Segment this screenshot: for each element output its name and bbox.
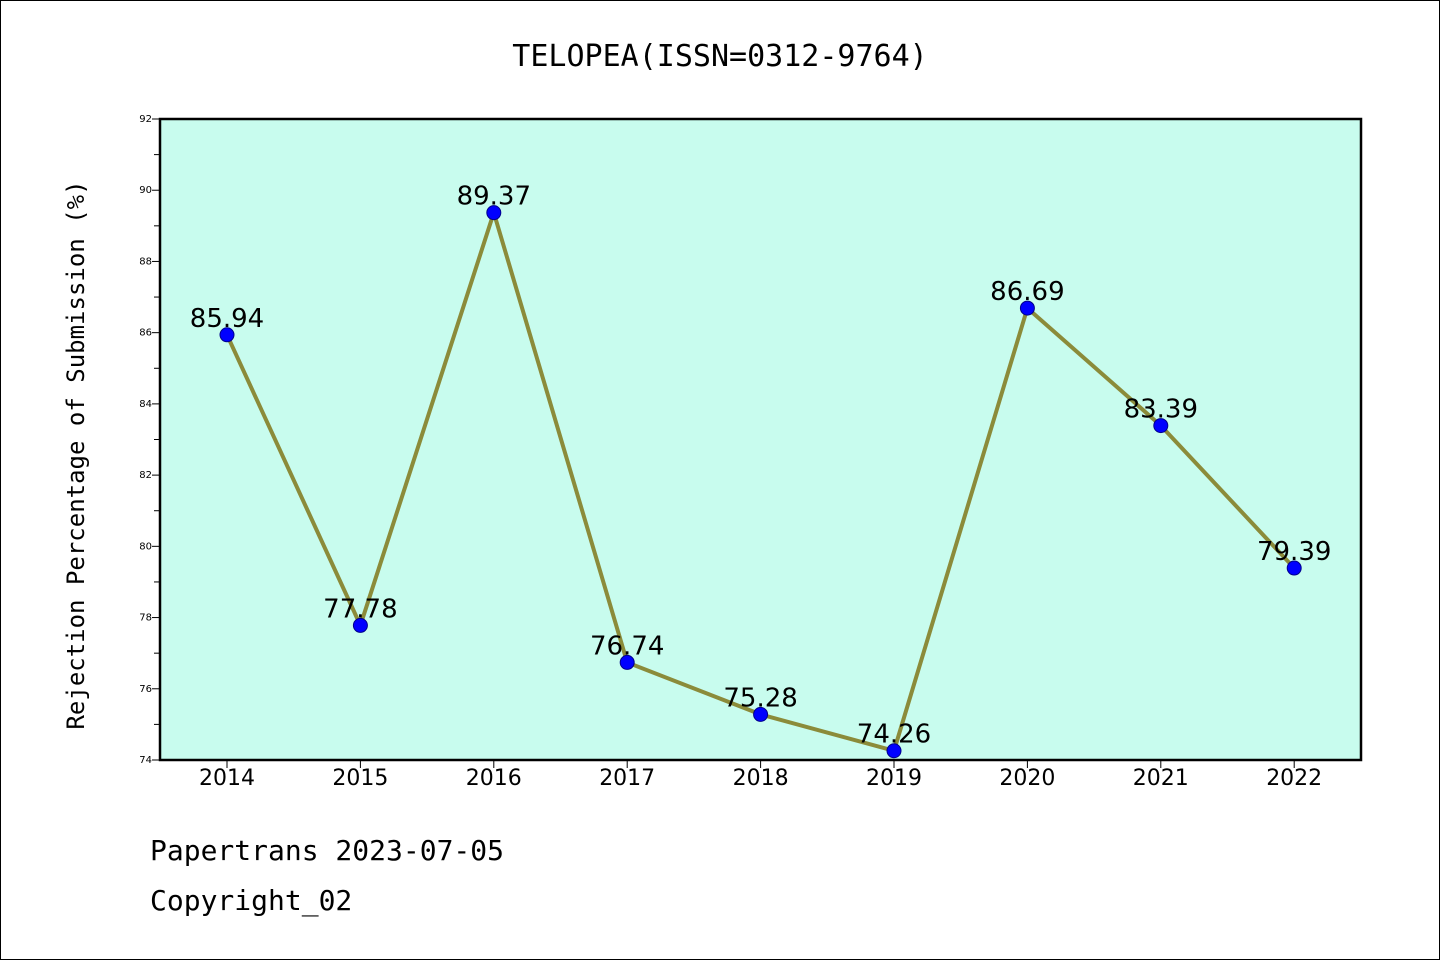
data-label: 83.39 — [1124, 395, 1198, 425]
x-tick-label: 2016 — [466, 766, 522, 791]
x-tick-label: 2020 — [999, 766, 1055, 791]
data-labels: 85.94 77.78 89.37 76.74 75.28 74.26 86.69 83.39… — [190, 182, 1332, 750]
x-tick-label: 2014 — [199, 766, 255, 791]
y-tick-label: 90 — [139, 185, 152, 196]
data-label: 85.94 — [190, 304, 264, 334]
data-point-marker — [1286, 560, 1302, 576]
x-tick-label: 2022 — [1266, 766, 1322, 791]
data-point-marker — [1019, 300, 1035, 316]
data-label: 74.26 — [857, 720, 931, 750]
data-label: 89.37 — [457, 182, 531, 212]
y-tick-label: 84 — [139, 399, 152, 410]
data-point-marker — [352, 617, 368, 633]
y-tick-label: 82 — [139, 470, 152, 481]
y-tick-label: 74 — [139, 755, 152, 766]
axis-tick-labels: 74 76 78 80 82 84 86 88 90 92 2014 2015 2016 2017 2018… — [139, 114, 1322, 791]
y-tick-label: 86 — [139, 328, 152, 339]
y-axis-label: Rejection Percentage of Submission (%) — [62, 180, 90, 729]
footer-copyright: Copyright_02 — [150, 884, 353, 917]
x-tick-label: 2017 — [599, 766, 655, 791]
footer-date: Papertrans 2023-07-05 — [150, 834, 505, 867]
data-point-marker — [753, 706, 769, 722]
data-point-marker — [886, 743, 902, 759]
axis-ticks — [152, 118, 1295, 768]
y-tick-label: 80 — [139, 541, 152, 552]
x-tick-label: 2019 — [866, 766, 922, 791]
chart-title: TELOPEA(ISSN=0312-9764) — [512, 39, 927, 74]
data-label: 79.39 — [1257, 537, 1331, 567]
y-tick-label: 76 — [139, 684, 152, 695]
data-point-marker — [619, 654, 635, 670]
plot-area — [158, 117, 1363, 762]
data-point-marker — [219, 327, 235, 343]
data-point-marker — [486, 205, 502, 221]
y-tick-label: 92 — [139, 114, 152, 125]
x-tick-label: 2015 — [332, 766, 388, 791]
data-label: 75.28 — [723, 683, 797, 713]
series-markers — [219, 205, 1302, 759]
y-tick-label: 78 — [139, 613, 152, 624]
data-label: 86.69 — [990, 277, 1064, 307]
data-label: 77.78 — [323, 594, 397, 624]
data-label: 76.74 — [590, 631, 664, 661]
x-tick-label: 2018 — [733, 766, 789, 791]
x-tick-label: 2021 — [1133, 766, 1189, 791]
y-tick-label: 88 — [139, 256, 152, 267]
data-point-marker — [1153, 418, 1169, 434]
